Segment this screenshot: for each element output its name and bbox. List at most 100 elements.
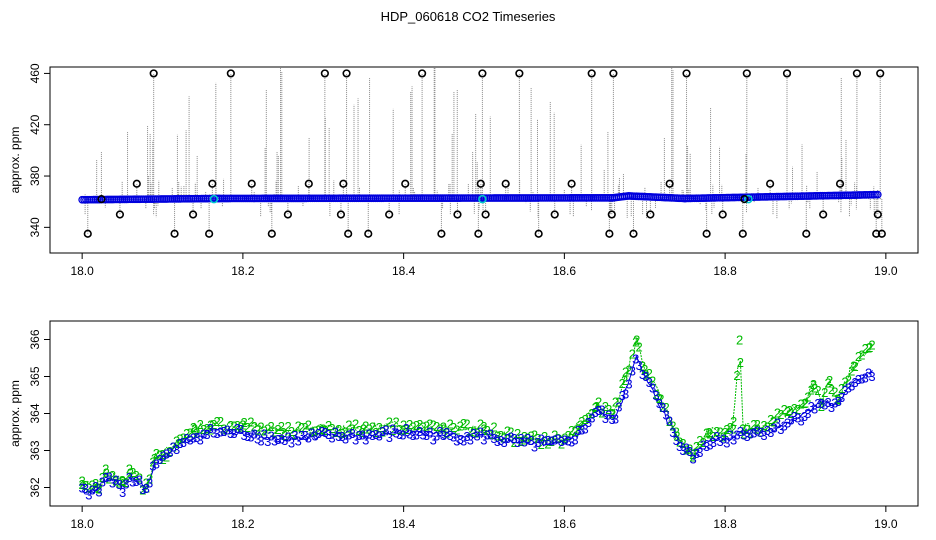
series3-point: 3 <box>781 418 788 433</box>
series2-point: 2 <box>480 421 487 436</box>
series2-point: 2 <box>143 476 150 491</box>
x-tick-label: 19.0 <box>874 517 898 531</box>
series2-point: 2 <box>558 437 565 452</box>
series2-point: 2 <box>541 429 548 444</box>
y-axis-label: approx. ppm <box>8 127 22 194</box>
outlier-point <box>320 69 329 78</box>
series3-point: 3 <box>632 351 639 366</box>
series2-point: 2 <box>609 407 616 422</box>
series3-point: 3 <box>814 396 821 411</box>
series3-point: 3 <box>453 433 460 448</box>
series3-point: 3 <box>696 445 703 460</box>
series2-point: 2 <box>338 426 345 441</box>
series3-point: 3 <box>376 428 383 443</box>
x-tick-label: 18.8 <box>713 517 737 531</box>
series3-point: 3 <box>727 427 734 442</box>
series2-point: 2 <box>593 399 600 414</box>
series2-point: 2 <box>176 431 183 446</box>
outlier-point <box>283 210 292 219</box>
series2-point: 2 <box>750 417 757 432</box>
series3-point: 3 <box>700 437 707 452</box>
series3-point: 3 <box>548 433 555 448</box>
series2-point: 2 <box>295 419 302 434</box>
series2-point: 2 <box>315 423 322 438</box>
y-tick-label: 460 <box>28 63 42 83</box>
series3-point: 3 <box>335 429 342 444</box>
series3-point: 3 <box>791 409 798 424</box>
outlier-point <box>742 69 751 78</box>
series2-point: 2 <box>798 396 805 411</box>
series3-point: 3 <box>156 452 163 467</box>
series3-point: 3 <box>571 432 578 447</box>
series2-point: 2 <box>810 377 817 392</box>
series2-point: 2 <box>494 428 501 443</box>
series3-point: 3 <box>615 399 622 414</box>
series2-point: 2 <box>122 475 129 490</box>
series2-point: 2 <box>360 421 367 436</box>
series2-point: 2 <box>291 427 298 442</box>
series3-point: 3 <box>855 372 862 387</box>
series3-point: 3 <box>858 371 865 386</box>
series2-point: 2 <box>848 363 855 378</box>
outlier-point <box>453 210 462 219</box>
series3-point: 3 <box>112 472 119 487</box>
series2-point: 2 <box>467 424 474 439</box>
series2-point: 2 <box>284 419 291 434</box>
series2-point: 2 <box>727 420 734 435</box>
series3-point: 3 <box>325 427 332 442</box>
series2-point: 2 <box>866 340 873 355</box>
series2-point: 2 <box>460 416 467 431</box>
series3-point: 3 <box>419 428 426 443</box>
series2-point: 2 <box>831 385 838 400</box>
outlier-point <box>247 179 256 188</box>
series3-point: 3 <box>565 433 572 448</box>
series3-point: 3 <box>284 430 291 445</box>
series3-point: 3 <box>85 488 92 503</box>
series2-point: 2 <box>239 418 246 433</box>
series2-point: 2 <box>598 405 605 420</box>
series3-point: 3 <box>423 428 430 443</box>
series3-point: 3 <box>760 428 767 443</box>
series2-point: 2 <box>413 418 420 433</box>
series3-point: 3 <box>527 433 534 448</box>
outlier-point <box>170 229 179 238</box>
series2-point: 2 <box>517 434 524 449</box>
series3-point: 3 <box>737 424 744 439</box>
series2-point: 2 <box>828 382 835 397</box>
series2-point: 2 <box>514 426 521 441</box>
panel-2: 18.0 18.2 18.4 18.6 18.8 19.0 362 363 364 365 366 a… <box>8 320 919 531</box>
outlier-point <box>83 229 92 238</box>
series3-point: 3 <box>311 429 318 444</box>
series3-point: 3 <box>774 415 781 430</box>
series3-point: 3 <box>396 427 403 442</box>
series3-point: 3 <box>203 427 210 442</box>
series2-point: 2 <box>470 425 477 440</box>
series3-point: 3 <box>288 436 295 451</box>
outlier-point <box>718 210 727 219</box>
series3-point: 3 <box>554 431 561 446</box>
series2-point: 2 <box>676 434 683 449</box>
series3-point: 3 <box>430 433 437 448</box>
series2-point: 2 <box>342 424 349 439</box>
series2-point: 2 <box>852 359 859 374</box>
series3-point: 3 <box>801 409 808 424</box>
series2-point: 2 <box>271 424 278 439</box>
outlier-point <box>629 229 638 238</box>
series3-point: 3 <box>487 427 494 442</box>
series3-point: 3 <box>264 434 271 449</box>
series3-point: 3 <box>747 426 754 441</box>
series2-point: 2 <box>207 422 214 437</box>
series3-point: 3 <box>666 413 673 428</box>
outlier-point <box>344 229 353 238</box>
series2-point: 2 <box>683 442 690 457</box>
series2-point: 2 <box>305 418 312 433</box>
series2-point: 2 <box>767 412 774 427</box>
x-tick-label: 18.4 <box>392 264 416 278</box>
series3-point: 3 <box>160 449 167 464</box>
series2-point: 2 <box>450 420 457 435</box>
series2-point: 2 <box>244 420 251 435</box>
series2-point: 2 <box>605 402 612 417</box>
series3-point: 3 <box>136 473 143 488</box>
series3-point: 3 <box>777 422 784 437</box>
y-tick-label: 365 <box>28 366 42 386</box>
